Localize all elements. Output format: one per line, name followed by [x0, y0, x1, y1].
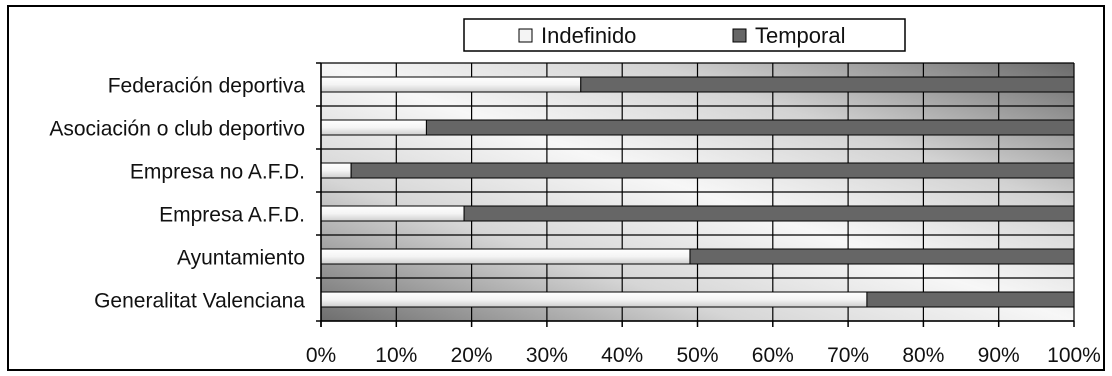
x-tick-label: 80% [902, 344, 944, 367]
bars-group [320, 76, 1075, 308]
legend: Indefinido Temporal [463, 18, 906, 52]
legend-swatch-indefinido [518, 28, 533, 43]
bar-indefinido [320, 291, 868, 308]
x-tick-label: 50% [676, 344, 718, 367]
bar-indefinido [320, 205, 465, 222]
x-tick-label: 10% [375, 344, 417, 367]
legend-box [463, 18, 906, 52]
category-label: Generalitat Valenciana [94, 290, 305, 313]
bar-temporal [689, 248, 1075, 265]
bar-temporal [425, 119, 1075, 136]
category-label: Empresa no A.F.D. [130, 161, 305, 184]
category-label: Federación deportiva [108, 75, 306, 98]
x-tick-label: 30% [526, 344, 568, 367]
legend-label-temporal: Temporal [755, 23, 845, 48]
bar-indefinido [320, 119, 427, 136]
bar-indefinido [320, 162, 352, 179]
category-labels: Federación deportiva Asociación o club de… [49, 75, 305, 313]
x-tick-label: 40% [601, 344, 643, 367]
legend-label-indefinido: Indefinido [541, 23, 636, 48]
x-tick-label: 0% [306, 344, 336, 367]
axes-group [316, 62, 1075, 327]
x-tick-label: 20% [451, 344, 493, 367]
x-tick-label: 100% [1047, 344, 1101, 367]
category-label: Empresa A.F.D. [159, 204, 305, 227]
x-tick-label: 90% [978, 344, 1020, 367]
x-tick-label: 60% [752, 344, 794, 367]
legend-swatch-temporal [732, 28, 747, 43]
bar-temporal [866, 291, 1075, 308]
category-label: Asociación o club deportivo [49, 118, 305, 141]
bar-temporal [580, 76, 1075, 93]
x-tick-label: 70% [827, 344, 869, 367]
x-tick-labels: 0% 10% 20% 30% 40% 50% 60% 70% 80% 90% 100% [306, 344, 1101, 367]
bar-temporal [463, 205, 1075, 222]
bar-temporal [350, 162, 1075, 179]
category-label: Ayuntamiento [177, 247, 305, 270]
bar-indefinido [320, 248, 691, 265]
bar-indefinido [320, 76, 582, 93]
